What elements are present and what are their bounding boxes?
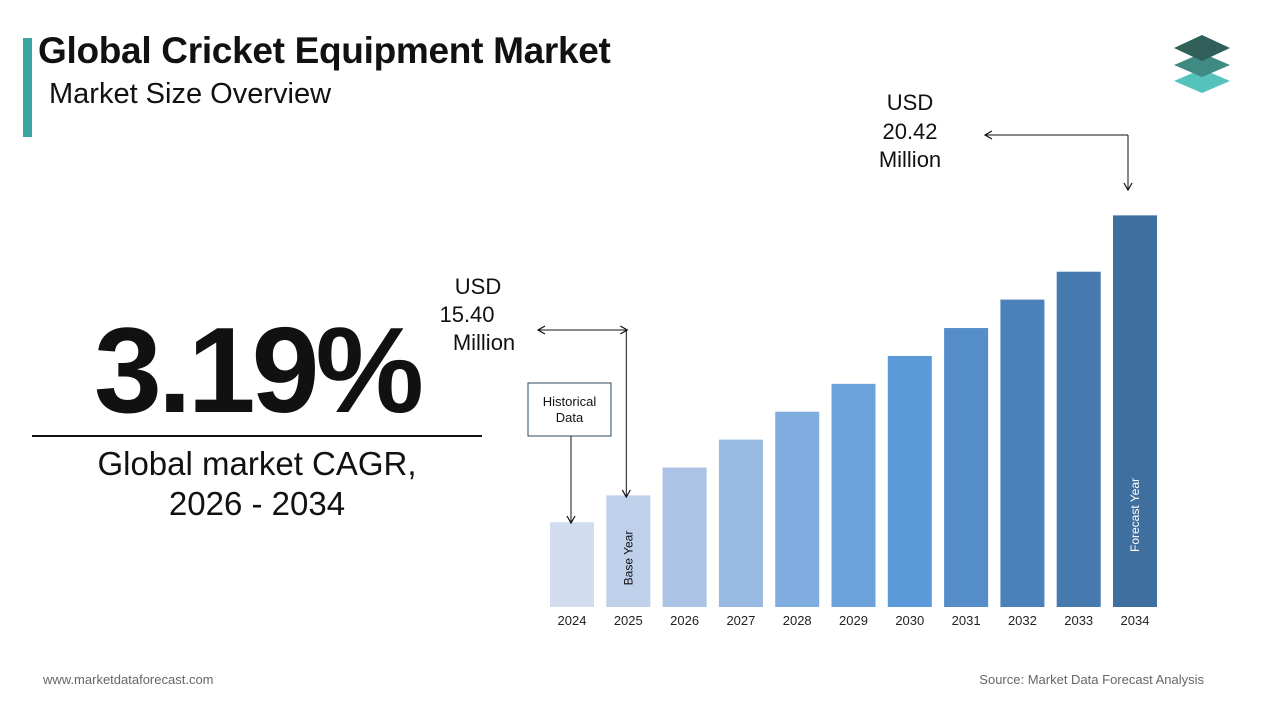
page-subtitle: Market Size Overview	[49, 78, 332, 110]
x-tick-label-2027: 2027	[726, 613, 755, 628]
x-tick-label-2032: 2032	[1008, 613, 1037, 628]
x-tick-label-2033: 2033	[1064, 613, 1093, 628]
page-title: Global Cricket Equipment Market	[38, 30, 611, 71]
x-tick-label-2026: 2026	[670, 613, 699, 628]
base-value-callout-line3: Million	[453, 330, 515, 355]
x-tick-label-2029: 2029	[839, 613, 868, 628]
end-value-callout-line1: USD	[887, 90, 933, 115]
bar-2030	[887, 355, 932, 607]
x-tick-label-2028: 2028	[783, 613, 812, 628]
end-value-callout-line3: Million	[879, 147, 941, 172]
historical-data-box	[527, 382, 612, 437]
cagr-value: 3.19%	[94, 302, 424, 438]
bar-2029	[831, 383, 876, 607]
bar-2025	[606, 495, 651, 607]
end-value-callout-line2: 20.42	[882, 119, 937, 144]
cagr-label-line1: Global market CAGR,	[97, 445, 417, 482]
x-tick-label-2031: 2031	[952, 613, 981, 628]
base-year-label: Base Year	[621, 531, 635, 586]
stacked-layers-logo-icon	[1174, 35, 1230, 93]
x-tick-label-2024: 2024	[558, 613, 587, 628]
bar-2027	[718, 439, 763, 607]
x-tick-label-2025: 2025	[614, 613, 643, 628]
bar-2031	[944, 328, 989, 607]
cagr-divider	[32, 435, 482, 437]
bar-2028	[775, 411, 820, 607]
x-tick-label-2034: 2034	[1121, 613, 1150, 628]
x-tick-label-2030: 2030	[895, 613, 924, 628]
historical-data-label-line1: Historical	[543, 394, 597, 409]
cagr-label: Global market CAGR, 2026 - 2034	[32, 444, 482, 524]
bar-2026	[662, 467, 707, 607]
cagr-label-line2: 2026 - 2034	[168, 485, 346, 522]
title-accent-bar	[23, 38, 32, 137]
forecast-year-label: Forecast Year	[1128, 478, 1142, 552]
base-value-callout-line1: USD	[455, 274, 501, 299]
base-value-callout-line2: 15.40	[439, 302, 494, 327]
bar-2032	[1000, 299, 1045, 607]
bar-2024	[550, 522, 594, 607]
bar-2033	[1056, 271, 1101, 607]
bar-2034	[1113, 215, 1157, 607]
footer-website: www.marketdataforecast.com	[43, 672, 214, 687]
historical-data-label-line2: Data	[556, 410, 584, 425]
footer-source: Source: Market Data Forecast Analysis	[979, 672, 1204, 687]
